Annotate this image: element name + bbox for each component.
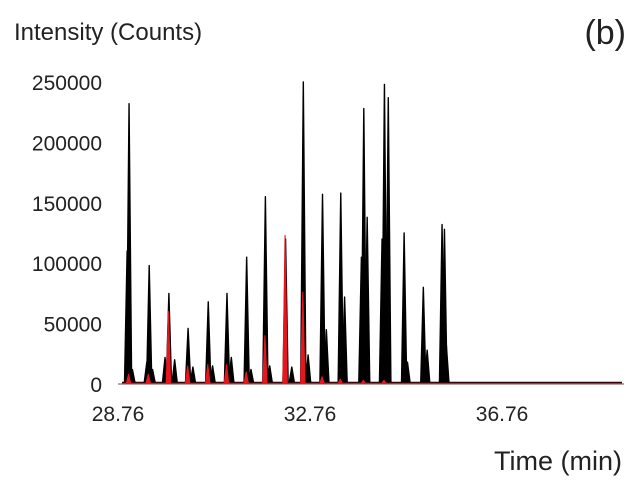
peak [288,366,296,384]
peak [381,379,387,384]
peak [337,378,344,384]
axes: 0 50000 100000 150000 200000 250000 28.76 32.76… [32,72,624,426]
peak [262,335,268,384]
peak [319,376,325,384]
x-tick-label: 28.76 [92,403,145,426]
series-black-trace [122,81,622,384]
y-tick-label: 200000 [32,132,102,155]
peak [165,310,172,384]
peak [282,234,288,384]
y-tick-label: 0 [90,374,102,397]
peak [145,264,153,384]
peak [205,364,211,384]
peak [223,364,230,384]
x-tick-label: 36.76 [476,403,529,426]
peak [400,232,408,384]
peak [125,103,133,384]
peak [171,359,178,384]
peak [384,97,392,384]
series-red-trace [122,234,622,385]
series-layer [122,81,622,385]
y-axis-title: Intensity (Counts) [14,19,202,46]
x-axis-title: Time (min) [494,446,622,476]
peak [184,365,191,384]
peak [145,373,151,384]
x-tick-label: 32.76 [284,403,337,426]
panel-label: (b) [584,14,626,52]
peak [360,379,367,384]
peak [243,256,250,384]
peak [319,193,326,384]
peak [243,371,249,384]
y-tick-label: 100000 [32,253,102,276]
peak [125,373,132,384]
y-tick-label: 150000 [32,193,102,216]
peak [189,366,197,384]
y-tick-label: 50000 [44,314,102,337]
y-tick-label: 250000 [32,72,102,95]
peak [300,291,306,384]
